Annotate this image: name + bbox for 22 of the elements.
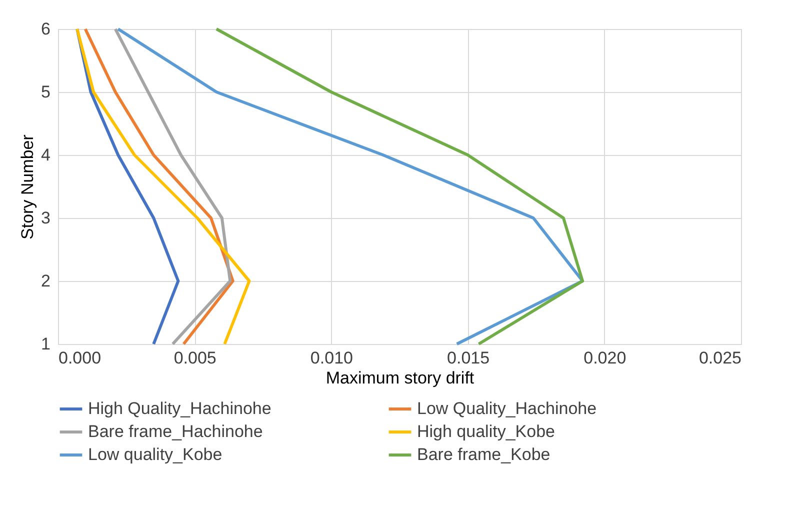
- x-tick-label: 0.025: [698, 348, 742, 368]
- y-tick-label: 5: [41, 82, 50, 102]
- x-tick-label: 0.005: [174, 348, 216, 368]
- y-tick-label: 4: [41, 146, 50, 164]
- legend-label: Low quality_Kobe: [88, 445, 222, 464]
- legend-label: Low Quality_Hachinohe: [417, 399, 597, 418]
- legend-label: Bare frame_Hachinohe: [88, 422, 263, 441]
- y-tick-label: 3: [41, 208, 50, 228]
- y-tick-label: 6: [41, 20, 50, 38]
- y-tick-label: 2: [41, 272, 50, 290]
- x-tick-label: 0.000: [58, 348, 102, 368]
- x-axis-title: Maximum story drift: [326, 368, 474, 388]
- x-tick-label: 0.010: [310, 348, 353, 368]
- y-axis-title: Story Number: [18, 134, 38, 240]
- x-tick-label: 0.015: [447, 348, 490, 368]
- legend-label: High Quality_Hachinohe: [88, 399, 272, 418]
- line-series: [214, 28, 584, 346]
- y-tick-label: 1: [41, 334, 50, 354]
- legend-label: Bare frame_Kobe: [417, 445, 550, 464]
- x-tick-label: 0.020: [584, 348, 626, 368]
- legend-label: High quality_Kobe: [417, 422, 555, 441]
- line-series: [114, 28, 232, 346]
